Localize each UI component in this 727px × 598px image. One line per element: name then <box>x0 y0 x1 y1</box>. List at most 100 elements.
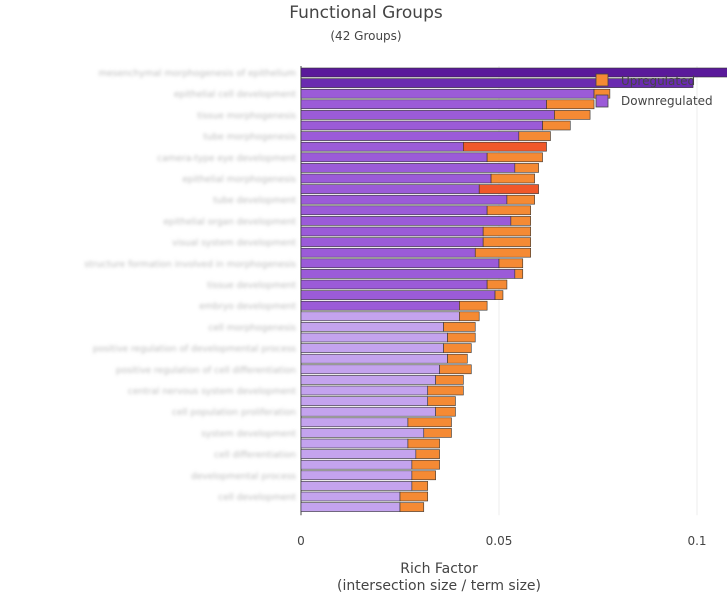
category-label: mesenchymal morphogenesis of epithelium <box>98 69 296 79</box>
bar-upregulated <box>407 417 452 428</box>
bar-upregulated <box>443 343 472 353</box>
bar-upregulated <box>447 332 476 343</box>
bar-upregulated <box>423 428 452 438</box>
category-label: epithelial organ development <box>163 217 296 227</box>
bar-downregulated <box>300 194 508 205</box>
category-label: tube morphogenesis <box>203 133 296 143</box>
bar-upregulated <box>399 502 425 512</box>
bar-downregulated <box>300 491 401 502</box>
bar-downregulated <box>300 258 500 269</box>
category-label: cell morphogenesis <box>208 323 296 333</box>
bar-upregulated <box>435 406 456 417</box>
bar-downregulated <box>300 184 480 194</box>
category-label: tissue morphogenesis <box>197 111 296 121</box>
category-label: tissue development <box>207 281 296 291</box>
bar-downregulated <box>300 88 595 99</box>
x-tick-labels: 0 0.05 0.1 <box>297 534 706 548</box>
bar-upregulated <box>478 184 539 194</box>
bar-upregulated <box>482 226 531 237</box>
bar-downregulated <box>300 78 694 88</box>
bar-downregulated <box>300 110 555 120</box>
bar-downregulated <box>300 67 727 78</box>
bar-downregulated <box>300 290 496 300</box>
bar-downregulated <box>300 364 440 375</box>
category-label: cell development <box>218 493 296 503</box>
bar-downregulated <box>300 300 460 311</box>
x-axis-title-line1: Rich Factor <box>400 561 478 577</box>
bar-downregulated <box>300 99 547 110</box>
bar-upregulated <box>542 120 571 131</box>
bar-downregulated <box>300 247 476 258</box>
bar-upregulated <box>486 205 531 216</box>
bar-upregulated <box>554 110 591 120</box>
bar-upregulated <box>399 491 429 502</box>
bar-downregulated <box>300 163 516 173</box>
x-tick-label: 0 <box>297 534 305 548</box>
bar-upregulated <box>407 438 440 449</box>
category-label: developmental process <box>191 472 296 482</box>
category-label: central nervous system development <box>128 387 297 397</box>
category-label: epithelial morphogenesis <box>182 175 296 185</box>
x-axis-title-line2: (intersection size / term size) <box>337 578 541 594</box>
bar-upregulated <box>482 237 531 247</box>
bar-downregulated <box>300 428 425 438</box>
bar-upregulated <box>506 194 535 205</box>
bar-downregulated <box>300 226 484 237</box>
bar-upregulated <box>411 459 440 470</box>
bar-downregulated <box>300 470 413 481</box>
category-label: epithelial cell development <box>174 90 297 100</box>
bar-downregulated <box>300 152 488 163</box>
bar-downregulated <box>300 269 516 279</box>
bar-upregulated <box>514 269 524 279</box>
bar-downregulated <box>300 375 436 385</box>
bar-downregulated <box>300 279 488 290</box>
bar-downregulated <box>300 311 460 322</box>
bar-downregulated <box>300 449 417 459</box>
bar-downregulated <box>300 131 520 141</box>
bar-downregulated <box>300 417 409 428</box>
bar-upregulated <box>463 141 547 152</box>
bars <box>300 67 727 512</box>
bar-upregulated <box>514 163 539 173</box>
category-label: positive regulation of developmental pro… <box>93 345 296 355</box>
category-label: cell differentiation <box>214 451 296 461</box>
category-label: visual system development <box>172 239 296 249</box>
bar-upregulated <box>447 353 468 364</box>
bar-upregulated <box>474 247 531 258</box>
bar-upregulated <box>490 173 535 184</box>
bar-downregulated <box>300 385 429 396</box>
bar-upregulated <box>411 470 436 481</box>
chart-title: Functional Groups <box>289 3 443 23</box>
bar-upregulated <box>494 290 504 300</box>
bar-upregulated <box>486 279 508 290</box>
bar-downregulated <box>300 481 413 491</box>
bar-upregulated <box>518 131 551 141</box>
legend-swatch-upregulated <box>595 73 609 87</box>
category-label: structure formation involved in morphoge… <box>84 260 296 270</box>
bar-upregulated <box>411 481 429 491</box>
bar-downregulated <box>300 438 409 449</box>
category-label: tube development <box>213 196 296 206</box>
category-label: positive regulation of cell differentiat… <box>116 366 296 376</box>
bar-downregulated <box>300 353 448 364</box>
bar-upregulated <box>498 258 524 269</box>
bar-downregulated <box>300 173 492 184</box>
bar-downregulated <box>300 237 484 247</box>
bar-upregulated <box>427 385 464 396</box>
category-label: system development <box>201 429 296 439</box>
bar-upregulated <box>427 396 456 406</box>
bar-downregulated <box>300 322 444 332</box>
x-tick-label: 0.05 <box>486 534 513 548</box>
bar-upregulated <box>546 99 595 110</box>
bar-upregulated <box>443 322 476 332</box>
bar-downregulated <box>300 459 413 470</box>
bar-downregulated <box>300 120 543 131</box>
bar-upregulated <box>439 364 472 375</box>
legend-swatch-downregulated <box>595 94 609 108</box>
chart-subtitle: (42 Groups) <box>330 29 401 43</box>
bar-upregulated <box>415 449 440 459</box>
bar-downregulated <box>300 141 464 152</box>
x-tick-label: 0.1 <box>687 534 706 548</box>
category-label: cell population proliferation <box>172 408 296 418</box>
